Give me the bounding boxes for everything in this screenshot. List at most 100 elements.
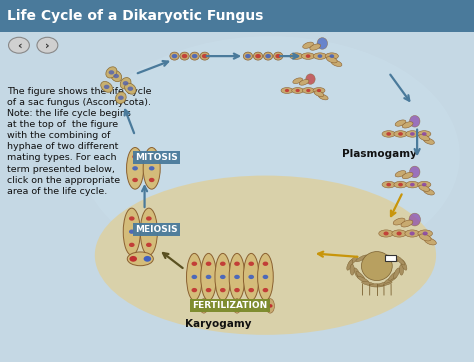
Circle shape [234,275,240,279]
Ellipse shape [233,299,241,313]
Circle shape [268,304,273,308]
Ellipse shape [140,208,157,255]
Ellipse shape [402,172,413,179]
Ellipse shape [290,53,303,59]
Ellipse shape [394,181,407,188]
Ellipse shape [180,52,189,60]
Ellipse shape [349,256,358,265]
Circle shape [132,166,138,171]
Circle shape [182,54,187,58]
Ellipse shape [170,52,179,60]
Ellipse shape [143,148,160,189]
Ellipse shape [393,218,405,225]
Ellipse shape [110,71,122,81]
Circle shape [9,37,29,53]
Ellipse shape [215,253,230,300]
FancyBboxPatch shape [385,255,396,261]
Ellipse shape [405,230,419,237]
Circle shape [265,54,271,58]
Ellipse shape [406,181,419,188]
Ellipse shape [377,256,391,261]
Circle shape [144,256,151,262]
Ellipse shape [409,213,420,226]
Ellipse shape [116,92,126,104]
Ellipse shape [319,94,328,100]
Ellipse shape [401,220,413,227]
Text: MITOSIS: MITOSIS [135,153,178,162]
Ellipse shape [357,276,369,283]
Circle shape [118,96,124,100]
Circle shape [410,183,415,186]
Circle shape [128,87,133,91]
Ellipse shape [327,56,337,63]
Circle shape [386,132,391,136]
Circle shape [146,243,152,247]
Circle shape [248,275,254,279]
Ellipse shape [395,120,406,126]
Text: ‹: ‹ [17,40,21,50]
Ellipse shape [303,42,313,49]
Circle shape [109,70,114,75]
Ellipse shape [389,272,398,281]
Circle shape [398,132,403,136]
Circle shape [245,54,251,58]
Circle shape [129,230,135,234]
Ellipse shape [281,88,293,93]
Circle shape [191,262,197,266]
Circle shape [317,89,321,92]
Ellipse shape [264,52,273,60]
Ellipse shape [396,256,405,265]
Ellipse shape [266,299,274,313]
Ellipse shape [81,36,460,275]
Ellipse shape [356,255,367,262]
Circle shape [104,85,109,89]
Circle shape [396,232,402,236]
Circle shape [422,183,427,186]
Ellipse shape [370,284,384,287]
Circle shape [191,275,197,279]
Circle shape [192,54,198,58]
Ellipse shape [95,176,436,335]
Text: FERTILIZATION: FERTILIZATION [192,302,267,310]
Ellipse shape [418,131,431,137]
Ellipse shape [200,299,208,313]
Ellipse shape [354,268,360,278]
Circle shape [294,54,299,58]
Circle shape [255,54,261,58]
Ellipse shape [402,122,413,128]
Circle shape [202,54,208,58]
FancyBboxPatch shape [0,0,474,32]
Circle shape [220,288,226,292]
Ellipse shape [399,264,404,275]
Circle shape [306,89,310,92]
Circle shape [201,304,206,308]
Circle shape [129,216,135,221]
Circle shape [132,155,138,159]
Ellipse shape [410,115,420,127]
Ellipse shape [362,281,375,286]
Circle shape [275,54,281,58]
Ellipse shape [273,52,283,60]
Circle shape [149,155,155,159]
Circle shape [398,183,403,186]
Circle shape [306,54,310,58]
Ellipse shape [313,88,325,93]
Circle shape [248,288,254,292]
Ellipse shape [410,166,420,178]
Ellipse shape [379,281,392,286]
Circle shape [146,230,152,234]
Ellipse shape [424,189,434,195]
Circle shape [422,232,428,236]
Text: MEIOSIS: MEIOSIS [135,226,178,234]
Circle shape [123,81,128,85]
Ellipse shape [384,276,396,283]
Circle shape [234,288,240,292]
Circle shape [248,262,254,266]
Circle shape [172,54,177,58]
Circle shape [191,288,197,292]
Ellipse shape [363,256,377,261]
Ellipse shape [314,91,324,97]
Ellipse shape [123,208,140,255]
Ellipse shape [317,38,328,49]
Ellipse shape [392,230,406,237]
